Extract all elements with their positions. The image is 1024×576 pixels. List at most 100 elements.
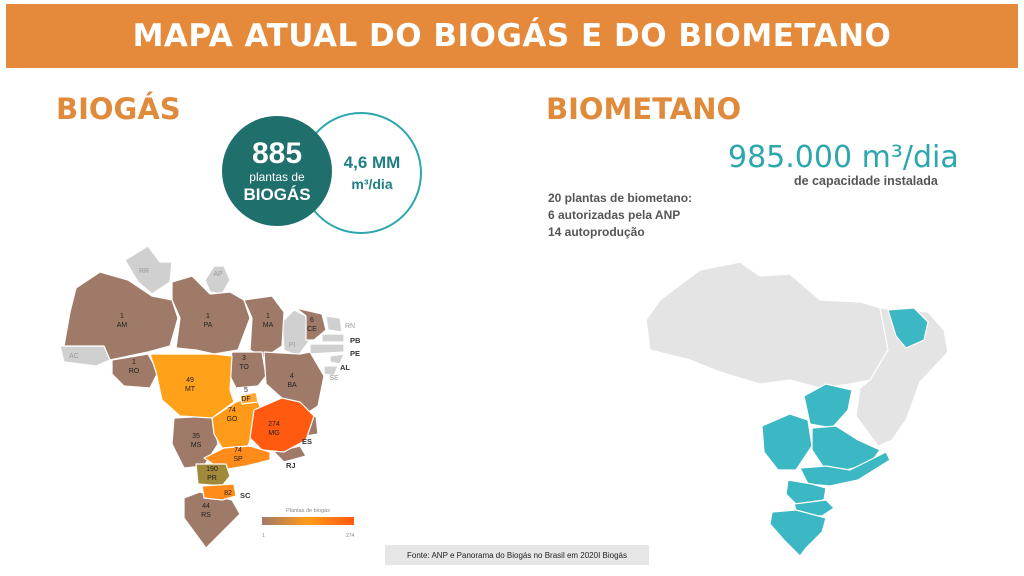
state-count: 274 xyxy=(268,421,280,428)
biometano-info-line: 6 autorizadas pela ANP xyxy=(548,208,681,222)
state-count: 1 xyxy=(206,313,210,320)
biometano-info-line: 14 autoprodução xyxy=(548,225,645,239)
state-count: 1 xyxy=(120,313,124,320)
state-abbrev: AM xyxy=(117,322,128,329)
state-count: 1 xyxy=(266,313,270,320)
svg-text:190: 190 xyxy=(206,466,218,473)
page-title: MAPA ATUAL DO BIOGÁS E DO BIOMETANO xyxy=(132,18,892,54)
state-abbrev: SP xyxy=(233,456,243,463)
svg-text:4: 4 xyxy=(290,373,294,380)
svg-text:RS: RS xyxy=(201,512,211,519)
state-count: 82 xyxy=(224,490,232,497)
state-count: 5 xyxy=(244,387,248,394)
state-labels: 1 AM 1 PA 1 MA 6 CE 1 RO 49 MT 3 TO 4 BA… xyxy=(117,313,317,519)
state-count: 44 xyxy=(202,503,210,510)
svg-text:74: 74 xyxy=(234,447,242,454)
svg-text:PA: PA xyxy=(204,322,213,329)
legend-max: 274 xyxy=(346,533,355,539)
state-abbrev: RN xyxy=(345,323,355,330)
svg-text:PR: PR xyxy=(207,475,217,482)
map-region-ceara xyxy=(887,307,929,349)
svg-text:74: 74 xyxy=(228,407,236,414)
map-region-north xyxy=(645,261,901,389)
state-abbrev: PE xyxy=(350,349,360,358)
biometano-capacity: 985.000 m³/dia xyxy=(728,140,959,175)
map-state-mg xyxy=(249,397,315,453)
map-state-rn xyxy=(325,315,343,333)
state-count: 35 xyxy=(192,433,200,440)
biometano-info-line: 20 plantas de biometano: xyxy=(548,191,693,205)
state-abbrev: MG xyxy=(268,430,279,437)
legend-title: Plantas de biogás xyxy=(286,508,330,514)
biometano-info: 20 plantas de biometano: 6 autorizadas p… xyxy=(548,190,692,241)
state-count: 4 xyxy=(290,373,294,380)
biometano-capacity-sub: de capacidade instalada xyxy=(794,174,938,188)
svg-text:BA: BA xyxy=(287,382,297,389)
svg-text:CE: CE xyxy=(307,326,317,333)
state-abbrev: PI xyxy=(289,342,296,349)
svg-text:SP: SP xyxy=(233,456,243,463)
biogas-capacity-unit: m³/dia xyxy=(351,176,393,192)
map-region-center-west xyxy=(761,413,813,471)
svg-text:RO: RO xyxy=(129,368,140,375)
svg-text:MA: MA xyxy=(263,322,274,329)
state-abbrev: CE xyxy=(307,326,317,333)
state-count: 1 xyxy=(132,359,136,366)
map-region-rio-grande-do-sul xyxy=(769,509,827,557)
map-state-pa xyxy=(171,275,251,355)
state-abbrev: RS xyxy=(201,512,211,519)
state-count: 74 xyxy=(234,447,242,454)
map-state-pr xyxy=(195,463,231,487)
svg-text:44: 44 xyxy=(202,503,210,510)
map-state-al xyxy=(329,353,345,365)
state-abbrev: MS xyxy=(191,442,202,449)
svg-text:AM: AM xyxy=(117,322,128,329)
svg-text:3: 3 xyxy=(242,355,246,362)
biogas-heading: BIOGÁS xyxy=(56,92,181,126)
biogas-plants-circle: 885 plantas de BIOGÁS xyxy=(222,116,332,226)
source-note: Fonte: ANP e Panorama do Biogás no Brasi… xyxy=(385,545,649,565)
map-state-ac xyxy=(59,345,111,367)
state-abbrev: ES xyxy=(302,437,312,446)
svg-text:274: 274 xyxy=(268,421,280,428)
svg-text:5: 5 xyxy=(244,387,248,394)
biometano-map xyxy=(645,261,949,557)
state-abbrev: AC xyxy=(69,353,79,360)
state-abbrev: AP xyxy=(213,271,223,278)
map-state-df xyxy=(239,391,259,405)
biogas-plants-line1: plantas de xyxy=(249,169,305,184)
map-state-ro xyxy=(111,353,159,389)
biometano-heading: BIOMETANO xyxy=(546,92,742,126)
grey-state-labels: RR AP AC PI RN PB PE AL SE ES RJ SC xyxy=(69,268,361,500)
state-count: 3 xyxy=(242,355,246,362)
svg-text:6: 6 xyxy=(310,317,314,324)
state-abbrev: PR xyxy=(207,475,217,482)
state-count: 74 xyxy=(228,407,236,414)
state-abbrev: DF xyxy=(241,396,250,403)
map-legend: Plantas de biogás 1 274 xyxy=(262,508,355,539)
state-abbrev: BA xyxy=(287,382,297,389)
svg-text:GO: GO xyxy=(227,416,238,423)
svg-text:1: 1 xyxy=(206,313,210,320)
svg-text:1: 1 xyxy=(120,313,124,320)
map-state-sc xyxy=(201,483,237,501)
map-state-rr xyxy=(124,245,173,295)
map-state-am xyxy=(63,271,179,361)
svg-text:1: 1 xyxy=(132,359,136,366)
map-state-ap xyxy=(204,265,231,295)
map-state-pe xyxy=(309,343,345,355)
svg-text:MS: MS xyxy=(191,442,202,449)
state-abbrev: RO xyxy=(129,368,140,375)
state-count: 190 xyxy=(206,466,218,473)
state-abbrev: MA xyxy=(263,322,274,329)
state-abbrev: SC xyxy=(240,491,251,500)
svg-text:1: 1 xyxy=(266,313,270,320)
map-state-ba xyxy=(263,351,325,419)
state-abbrev: SE xyxy=(329,375,339,382)
svg-text:82: 82 xyxy=(224,490,232,497)
state-abbrev: RR xyxy=(139,268,149,275)
svg-text:TO: TO xyxy=(239,364,249,371)
state-abbrev: GO xyxy=(227,416,238,423)
state-abbrev: PA xyxy=(204,322,213,329)
